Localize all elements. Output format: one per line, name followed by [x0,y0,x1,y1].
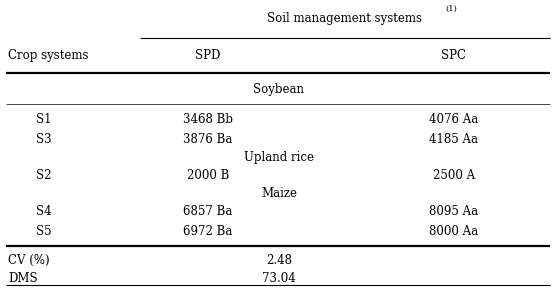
Text: S1: S1 [36,113,51,126]
Text: Upland rice: Upland rice [244,151,314,164]
Text: CV (%): CV (%) [8,253,50,267]
Text: DMS: DMS [8,272,38,285]
Text: Soil management systems: Soil management systems [267,12,422,25]
Text: 2000 B: 2000 B [187,169,229,182]
Text: S5: S5 [36,225,51,238]
Text: Soybean: Soybean [253,83,305,96]
Text: S4: S4 [36,205,51,218]
Text: 8000 Aa: 8000 Aa [430,225,479,238]
Text: 6857 Ba: 6857 Ba [183,205,233,218]
Text: 2.48: 2.48 [266,253,292,267]
Text: 4185 Aa: 4185 Aa [430,133,479,146]
Text: 6972 Ba: 6972 Ba [183,225,233,238]
Text: 2500 A: 2500 A [433,169,475,182]
Text: 8095 Aa: 8095 Aa [430,205,479,218]
Text: (1): (1) [445,5,457,12]
Text: 4076 Aa: 4076 Aa [429,113,479,126]
Text: Maize: Maize [261,187,297,200]
Text: Crop systems: Crop systems [8,49,89,62]
Text: S3: S3 [36,133,51,146]
Text: 3876 Ba: 3876 Ba [183,133,233,146]
Text: SPC: SPC [441,49,466,62]
Text: S2: S2 [36,169,51,182]
Text: 3468 Bb: 3468 Bb [183,113,233,126]
Text: SPD: SPD [195,49,220,62]
Text: 73.04: 73.04 [262,272,296,285]
